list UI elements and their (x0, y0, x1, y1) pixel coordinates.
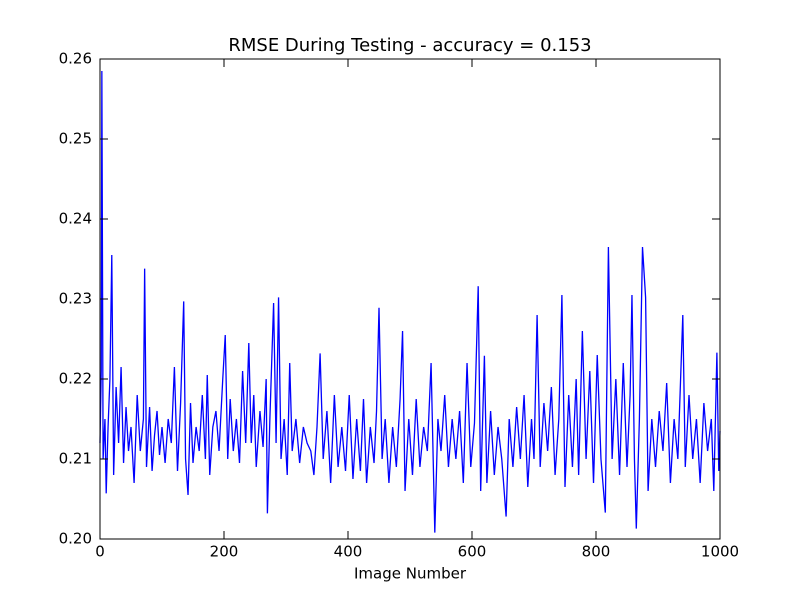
x-tick-label: 0 (95, 543, 105, 561)
chart-title: RMSE During Testing - accuracy = 0.153 (228, 35, 591, 56)
data-line (99, 70, 721, 533)
x-tick-label: 200 (210, 543, 239, 561)
y-tick-label: 0.26 (59, 50, 92, 68)
x-tick-label: 800 (582, 543, 611, 561)
y-tick-label: 0.25 (59, 130, 92, 148)
y-tick-label: 0.22 (59, 370, 92, 388)
x-tick-label: 600 (458, 543, 487, 561)
y-tick-label: 0.21 (59, 450, 92, 468)
y-tick-label: 0.20 (59, 530, 92, 548)
x-tick-label: 1000 (701, 543, 739, 561)
x-axis-label: Image Number (354, 565, 467, 583)
y-tick-label: 0.24 (59, 210, 92, 228)
x-tick-label: 400 (334, 543, 363, 561)
y-tick-label: 0.23 (59, 290, 92, 308)
